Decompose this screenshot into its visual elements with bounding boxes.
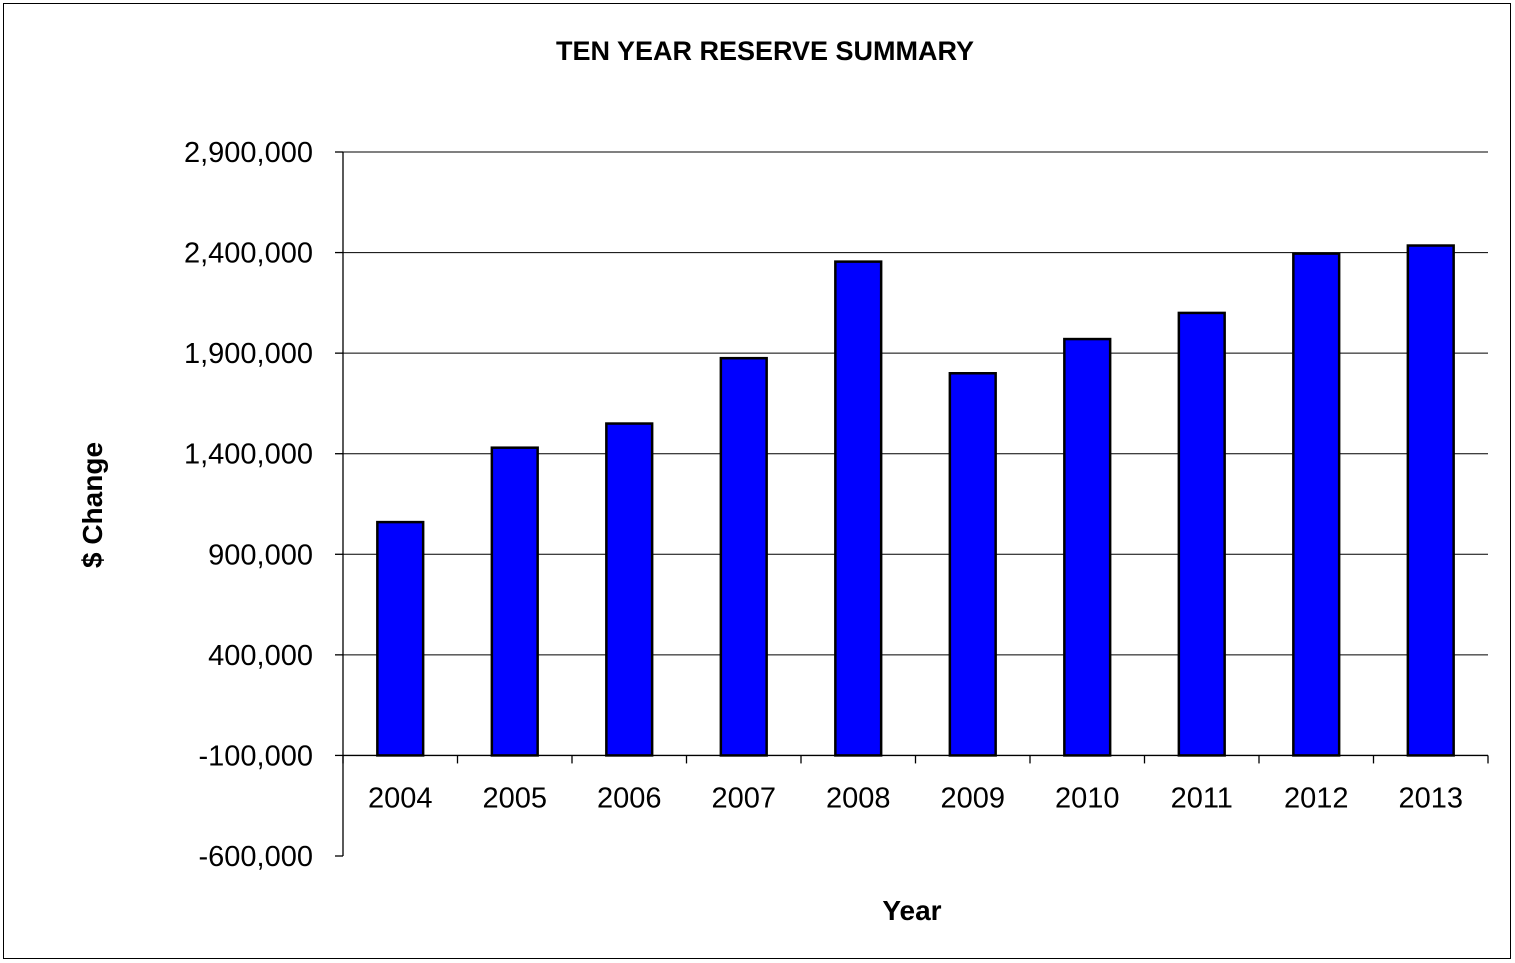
x-tick-label: 2004 bbox=[368, 782, 433, 814]
y-tick-label: 400,000 bbox=[208, 640, 313, 672]
bars bbox=[376, 244, 1455, 757]
y-axis-ticks: 2,900,000 2,400,000 1,900,000 1,400,000 900,… bbox=[184, 137, 343, 873]
bar-2013 bbox=[1406, 244, 1455, 757]
bar-2012 bbox=[1292, 252, 1341, 757]
x-tick-label: 2006 bbox=[597, 782, 662, 814]
y-tick-label: -100,000 bbox=[199, 740, 314, 772]
x-tick-label: 2011 bbox=[1171, 782, 1233, 814]
x-axis-ticks: 2004 2005 2006 2007 2008 2009 2010 2011 2012 2013 bbox=[342, 755, 1489, 814]
bar-2008 bbox=[834, 260, 883, 757]
bar-2010 bbox=[1063, 337, 1112, 757]
bar-2004 bbox=[376, 520, 425, 757]
y-tick-label: -600,000 bbox=[199, 841, 314, 873]
x-tick-label: 2009 bbox=[940, 782, 1005, 814]
bar-2011 bbox=[1177, 311, 1226, 757]
x-axis-title: Year bbox=[882, 895, 941, 926]
x-tick-label: 2007 bbox=[711, 782, 776, 814]
y-tick-label: 1,900,000 bbox=[184, 338, 313, 370]
y-tick-label: 1,400,000 bbox=[184, 439, 313, 471]
y-axis-title: $ Change bbox=[77, 442, 108, 568]
x-tick-label: 2008 bbox=[826, 782, 891, 814]
y-tick-label: 900,000 bbox=[208, 539, 313, 571]
bar-2005 bbox=[490, 446, 539, 757]
x-tick-label: 2012 bbox=[1284, 782, 1349, 814]
bar-2007 bbox=[719, 356, 768, 757]
chart-title: TEN YEAR RESERVE SUMMARY bbox=[556, 36, 974, 66]
bar-2009 bbox=[948, 372, 997, 757]
y-tick-label: 2,900,000 bbox=[184, 137, 313, 169]
x-tick-label: 2010 bbox=[1055, 782, 1120, 814]
chart-frame bbox=[3, 3, 1511, 959]
y-tick-label: 2,400,000 bbox=[184, 238, 313, 270]
x-tick-label: 2005 bbox=[482, 782, 547, 814]
x-tick-label: 2013 bbox=[1398, 782, 1463, 814]
bar-2006 bbox=[605, 422, 654, 757]
